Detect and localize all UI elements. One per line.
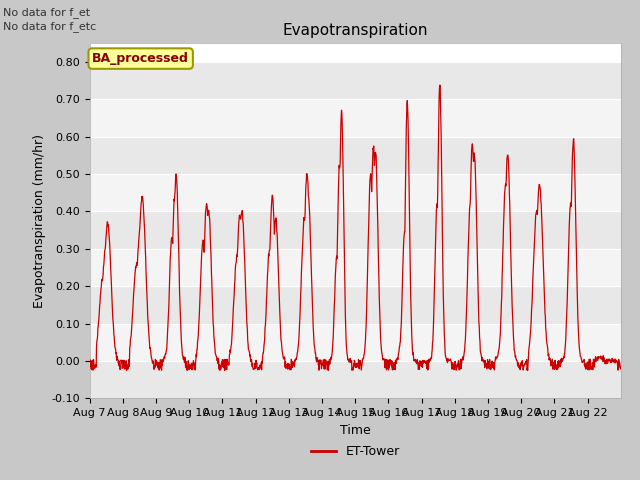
Bar bbox=[90, 286, 621, 324]
Text: BA_processed: BA_processed bbox=[92, 52, 189, 65]
Text: No data for f_et
No data for f_etc: No data for f_et No data for f_etc bbox=[3, 7, 97, 32]
Y-axis label: Evapotranspiration (mm/hr): Evapotranspiration (mm/hr) bbox=[33, 134, 45, 308]
Bar bbox=[90, 62, 621, 99]
Bar bbox=[90, 137, 621, 174]
X-axis label: Time: Time bbox=[340, 424, 371, 437]
Bar bbox=[90, 174, 621, 212]
Bar bbox=[90, 249, 621, 286]
Bar bbox=[90, 324, 621, 361]
Bar bbox=[90, 212, 621, 249]
Bar bbox=[90, 361, 621, 398]
Bar bbox=[90, 99, 621, 137]
Legend: ET-Tower: ET-Tower bbox=[305, 440, 405, 463]
Title: Evapotranspiration: Evapotranspiration bbox=[282, 23, 428, 38]
